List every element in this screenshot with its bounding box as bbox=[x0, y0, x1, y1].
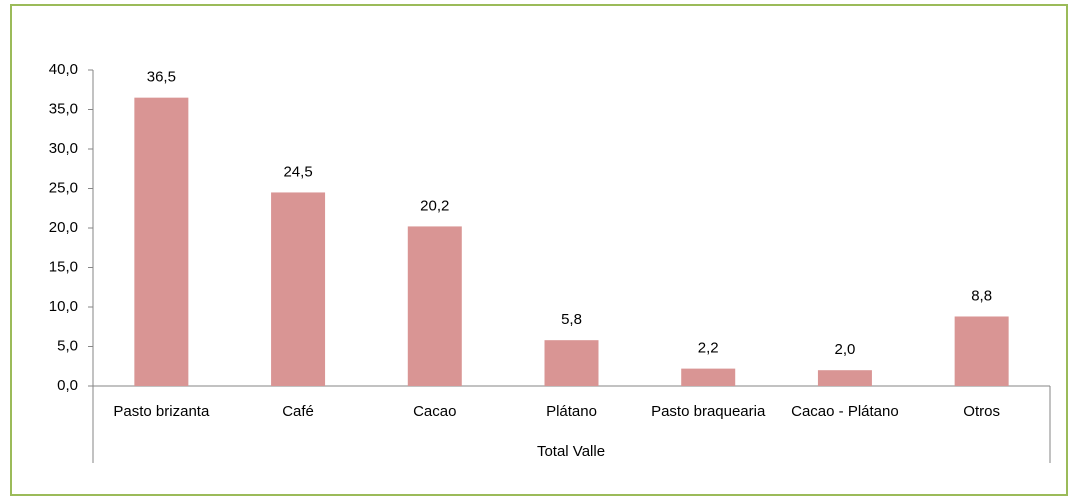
y-tick-label: 30,0 bbox=[49, 140, 78, 157]
bar bbox=[407, 226, 462, 386]
value-label: 24,5 bbox=[283, 163, 312, 180]
value-label: 36,5 bbox=[147, 69, 176, 86]
y-tick-label: 15,0 bbox=[49, 258, 78, 275]
value-label: 8,8 bbox=[971, 287, 992, 304]
x-tick-label: Cacao - Plátano bbox=[791, 403, 899, 420]
y-tick-label: 0,0 bbox=[57, 377, 78, 394]
x-tick-label: Cacao bbox=[413, 403, 456, 420]
y-tick-label: 10,0 bbox=[49, 298, 78, 315]
bar bbox=[817, 370, 872, 386]
y-tick-label: 5,0 bbox=[57, 337, 78, 354]
x-axis-label: Total Valle bbox=[537, 443, 605, 460]
x-tick-label: Pasto brizanta bbox=[113, 403, 210, 420]
y-tick-label: 25,0 bbox=[49, 179, 78, 196]
bar bbox=[544, 340, 599, 386]
x-tick-label: Otros bbox=[963, 403, 1000, 420]
y-tick-label: 35,0 bbox=[49, 100, 78, 117]
value-label: 20,2 bbox=[420, 197, 449, 214]
y-tick-label: 20,0 bbox=[49, 219, 78, 236]
x-tick-label: Plátano bbox=[546, 403, 597, 420]
y-tick-label: 40,0 bbox=[49, 61, 78, 78]
x-tick-label: Café bbox=[282, 403, 314, 420]
bar bbox=[954, 316, 1009, 386]
bar bbox=[271, 192, 326, 386]
value-label: 2,0 bbox=[834, 341, 855, 358]
bar bbox=[681, 368, 736, 386]
value-label: 5,8 bbox=[561, 311, 582, 328]
bar bbox=[134, 97, 189, 387]
x-tick-label: Pasto braquearia bbox=[651, 403, 766, 420]
value-label: 2,2 bbox=[698, 340, 719, 357]
